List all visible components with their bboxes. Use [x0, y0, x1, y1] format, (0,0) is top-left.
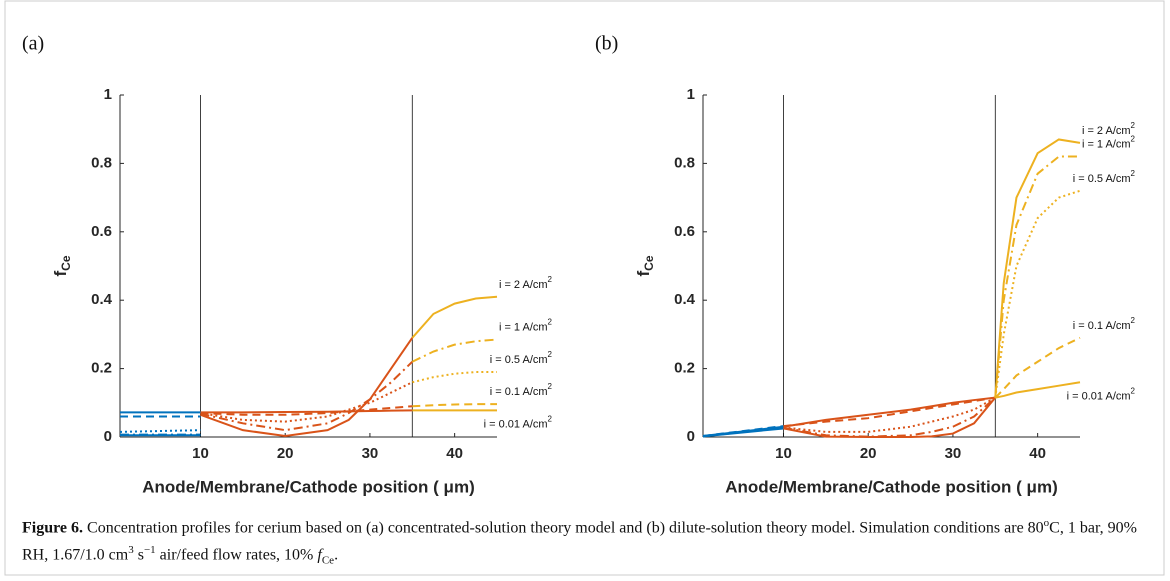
caption-part: Figure 6. [22, 519, 84, 537]
caption-part: Ce [321, 554, 335, 567]
y-tick-label: 0.4 [674, 291, 696, 308]
line-annotation-sup: 2 [548, 350, 553, 359]
caption-part: C, 1 bar, 90% RH, 1.67/1.0 cm [22, 519, 1137, 564]
y-axis-label-sub: Ce [642, 255, 656, 271]
series-line [119, 429, 201, 433]
line-annotation: i = 2 A/cm2 [499, 275, 553, 291]
x-tick-label: 10 [775, 445, 792, 462]
line-annotation: i = 1 A/cm2 [1082, 135, 1136, 151]
caption: Figure 6. Concentration profiles for cer… [22, 512, 1142, 572]
y-tick-label: 0.4 [91, 291, 113, 308]
y-tick-label: 0.2 [91, 360, 112, 377]
series-line [783, 396, 996, 428]
caption-part: air/feed flow rates, 10% [155, 546, 318, 564]
caption-part: f [317, 546, 322, 564]
x-tick-label: 30 [362, 445, 379, 462]
line-annotation-text: i = 0.01 A/cm [484, 418, 548, 430]
line-annotation-sup: 2 [548, 318, 553, 327]
series-line [200, 337, 414, 437]
series-line [200, 409, 413, 414]
line-annotation: i = 0.01 A/cm2 [484, 414, 553, 430]
series-line [200, 381, 413, 423]
series-line [783, 396, 996, 438]
y-tick-label: 1 [687, 86, 695, 103]
line-annotation: i = 0.1 A/cm2 [490, 382, 553, 398]
line-annotation-text: i = 2 A/cm [1082, 125, 1131, 137]
series-line [412, 403, 497, 408]
y-axis-label-main: f [634, 271, 653, 277]
line-annotation-sup: 2 [548, 275, 553, 284]
series-line [411, 295, 498, 339]
caption-part: s [133, 546, 144, 564]
series-line [783, 397, 997, 438]
line-annotation: i = 1 A/cm2 [499, 318, 553, 334]
line-annotation: i = 2 A/cm2 [1082, 121, 1136, 137]
series-line [702, 425, 784, 437]
series-line [411, 338, 498, 363]
line-annotation-sup: 2 [1131, 316, 1136, 325]
y-axis-label: fCe [634, 255, 656, 276]
series-line [412, 371, 497, 384]
x-tick-label: 40 [446, 445, 463, 462]
x-axis-label: Anode/Membrane/Cathode position ( μm) [142, 477, 474, 496]
y-tick-label: 0.8 [674, 154, 695, 171]
caption-part: . [334, 546, 339, 564]
line-annotation-sup: 2 [1131, 386, 1136, 395]
line-annotation-sup: 2 [548, 414, 553, 423]
series-line [783, 396, 996, 428]
line-annotation-text: i = 1 A/cm [1082, 138, 1131, 150]
y-tick-label: 0 [104, 428, 112, 445]
series-line [994, 336, 1081, 399]
series-line [994, 138, 1081, 398]
series-line [995, 381, 1081, 399]
line-annotation: i = 0.1 A/cm2 [1073, 316, 1136, 332]
line-annotation-sup: 2 [1131, 135, 1136, 144]
figure-frame [4, 0, 1165, 576]
x-tick-label: 40 [1029, 445, 1046, 462]
line-annotation-sup: 2 [1131, 169, 1136, 178]
y-tick-label: 0.6 [91, 223, 112, 240]
series-line [994, 155, 1080, 398]
x-tick-label: 10 [192, 445, 209, 462]
panel-label: (a) [22, 33, 44, 55]
series-line [994, 189, 1081, 398]
y-tick-label: 0.6 [674, 223, 695, 240]
caption-part: o [1043, 517, 1050, 529]
caption-part: −1 [143, 544, 156, 557]
x-tick-label: 30 [945, 445, 962, 462]
y-tick-label: 0.8 [91, 154, 112, 171]
x-tick-label: 20 [860, 445, 877, 462]
y-axis-label: fCe [51, 255, 73, 276]
line-annotation-text: i = 0.1 A/cm [490, 386, 548, 398]
y-tick-label: 0 [687, 428, 695, 445]
x-axis-label: Anode/Membrane/Cathode position ( μm) [725, 477, 1057, 496]
y-tick-label: 0.2 [674, 360, 695, 377]
y-axis-label-sub: Ce [59, 255, 73, 271]
line-annotation-text: i = 0.5 A/cm [1073, 173, 1131, 185]
line-annotation: i = 0.01 A/cm2 [1067, 386, 1136, 402]
line-annotation: i = 0.5 A/cm2 [490, 350, 553, 366]
line-annotation-text: i = 0.01 A/cm [1067, 390, 1131, 402]
x-tick-label: 20 [277, 445, 294, 462]
line-annotation: i = 0.5 A/cm2 [1073, 169, 1136, 185]
line-annotation-text: i = 0.5 A/cm [490, 354, 548, 366]
y-axis-label-main: f [51, 271, 70, 277]
series-line [200, 361, 413, 432]
line-annotation-sup: 2 [548, 382, 553, 391]
panel-label: (b) [595, 33, 618, 55]
caption-part: Concentration profiles for cerium based … [83, 519, 1044, 537]
caption-part: 3 [128, 544, 134, 557]
y-tick-label: 1 [104, 86, 112, 103]
line-annotation-text: i = 0.1 A/cm [1073, 320, 1131, 332]
line-annotation-sup: 2 [1131, 121, 1136, 130]
line-annotation-text: i = 1 A/cm [499, 321, 548, 333]
line-annotation-text: i = 2 A/cm [499, 279, 548, 291]
